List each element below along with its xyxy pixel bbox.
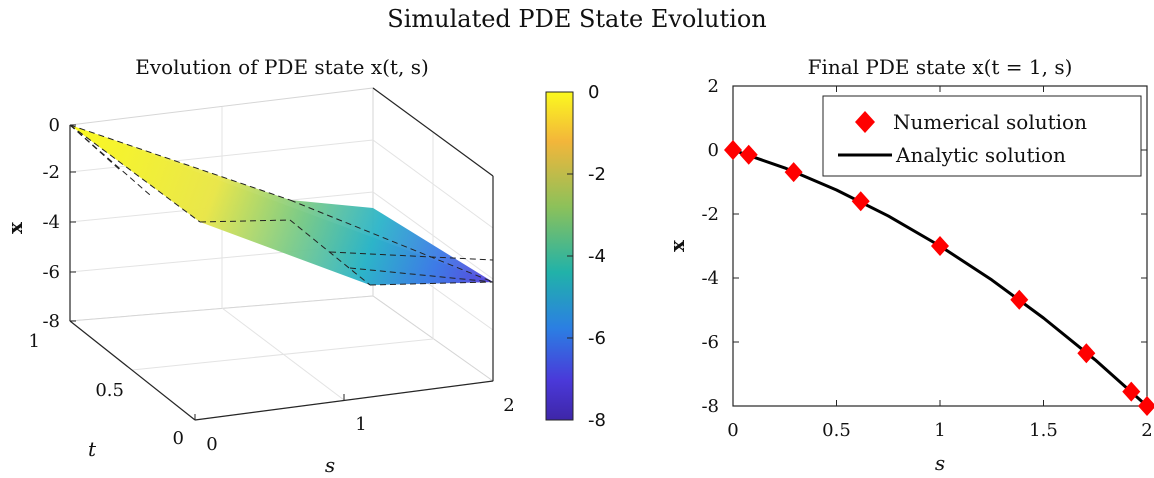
s-tick-label: 0 bbox=[206, 434, 217, 455]
y-tick-label: -2 bbox=[701, 204, 719, 225]
x-tick-label: 1 bbox=[934, 420, 945, 441]
surface-grid bbox=[69, 107, 494, 401]
y-tick-label: -8 bbox=[701, 396, 719, 417]
y-tick-label: 2 bbox=[708, 76, 719, 97]
surface-z-label: x bbox=[3, 221, 27, 234]
surface-title: Evolution of PDE state x(t, s) bbox=[135, 55, 429, 79]
y-tick-label: -6 bbox=[701, 332, 719, 353]
pde-surface-front bbox=[70, 125, 493, 285]
y-tick-label: 0 bbox=[708, 140, 719, 161]
z-tick-label: -6 bbox=[42, 262, 60, 283]
x-ticks: 0 0.5 1 1.5 2 bbox=[727, 86, 1153, 441]
line-plot-y-label: x bbox=[665, 239, 689, 252]
numerical-solution-point bbox=[784, 162, 803, 183]
z-tick-label: -2 bbox=[42, 162, 60, 183]
numerical-solution-point bbox=[851, 191, 870, 212]
colorbar-tick-label: -8 bbox=[588, 410, 606, 431]
y-ticks: 2 0 -2 -4 -6 -8 bbox=[701, 76, 1147, 417]
colorbar-tick-label: -4 bbox=[588, 246, 606, 267]
numerical-solution-point bbox=[739, 144, 758, 165]
colorbar-tick-label: -2 bbox=[588, 164, 606, 185]
series-group bbox=[724, 140, 1154, 416]
x-tick-label: 2 bbox=[1141, 420, 1152, 441]
line-plot-title: Final PDE state x(t = 1, s) bbox=[808, 55, 1073, 79]
numerical-solution-point bbox=[1138, 396, 1154, 416]
numerical-solution-point bbox=[1010, 289, 1029, 310]
x-tick-label: 0.5 bbox=[822, 420, 851, 441]
surface-plot: Evolution of PDE state x(t, s) 0 -2 -4 -… bbox=[3, 55, 515, 477]
colorbar-tick-label: -6 bbox=[588, 328, 606, 349]
line-plot: Final PDE state x(t = 1, s) 2 0 -2 -4 -6 -8 0… bbox=[665, 55, 1154, 475]
surface-ticks bbox=[70, 124, 494, 420]
s-tick-label: 1 bbox=[355, 414, 366, 435]
figure-title: Simulated PDE State Evolution bbox=[387, 5, 766, 33]
legend-box bbox=[822, 95, 1142, 177]
z-tick-label: 0 bbox=[49, 115, 60, 136]
colorbar: 0 -2 -4 -6 -8 bbox=[545, 82, 606, 431]
z-tick-label: -8 bbox=[42, 311, 60, 332]
x-tick-label: 1.5 bbox=[1029, 420, 1058, 441]
legend-marker-numerical bbox=[855, 111, 875, 133]
surface-contours bbox=[69, 124, 494, 286]
surface-s-label: s bbox=[325, 453, 335, 477]
colorbar-tick-label: 0 bbox=[588, 82, 599, 103]
t-tick-label: 0 bbox=[173, 428, 184, 449]
numerical-solution-point bbox=[724, 140, 742, 160]
surface-axes bbox=[69, 87, 494, 421]
surface-t-label: t bbox=[88, 437, 97, 461]
z-tick-label: -4 bbox=[42, 212, 60, 233]
t-tick-label: 0.5 bbox=[95, 380, 124, 401]
y-tick-label: -4 bbox=[701, 268, 719, 289]
s-tick-label: 2 bbox=[503, 395, 514, 416]
legend-label-numerical: Numerical solution bbox=[893, 110, 1087, 134]
numerical-solution-point bbox=[931, 236, 949, 256]
legend: Numerical solution Analytic solution bbox=[822, 95, 1142, 177]
x-tick-label: 0 bbox=[727, 420, 738, 441]
numerical-solution-point bbox=[1122, 381, 1141, 402]
line-plot-x-label: s bbox=[935, 451, 945, 475]
legend-label-analytic: Analytic solution bbox=[895, 143, 1066, 167]
numerical-solution-point bbox=[1077, 343, 1096, 364]
t-tick-label: 1 bbox=[29, 331, 40, 352]
